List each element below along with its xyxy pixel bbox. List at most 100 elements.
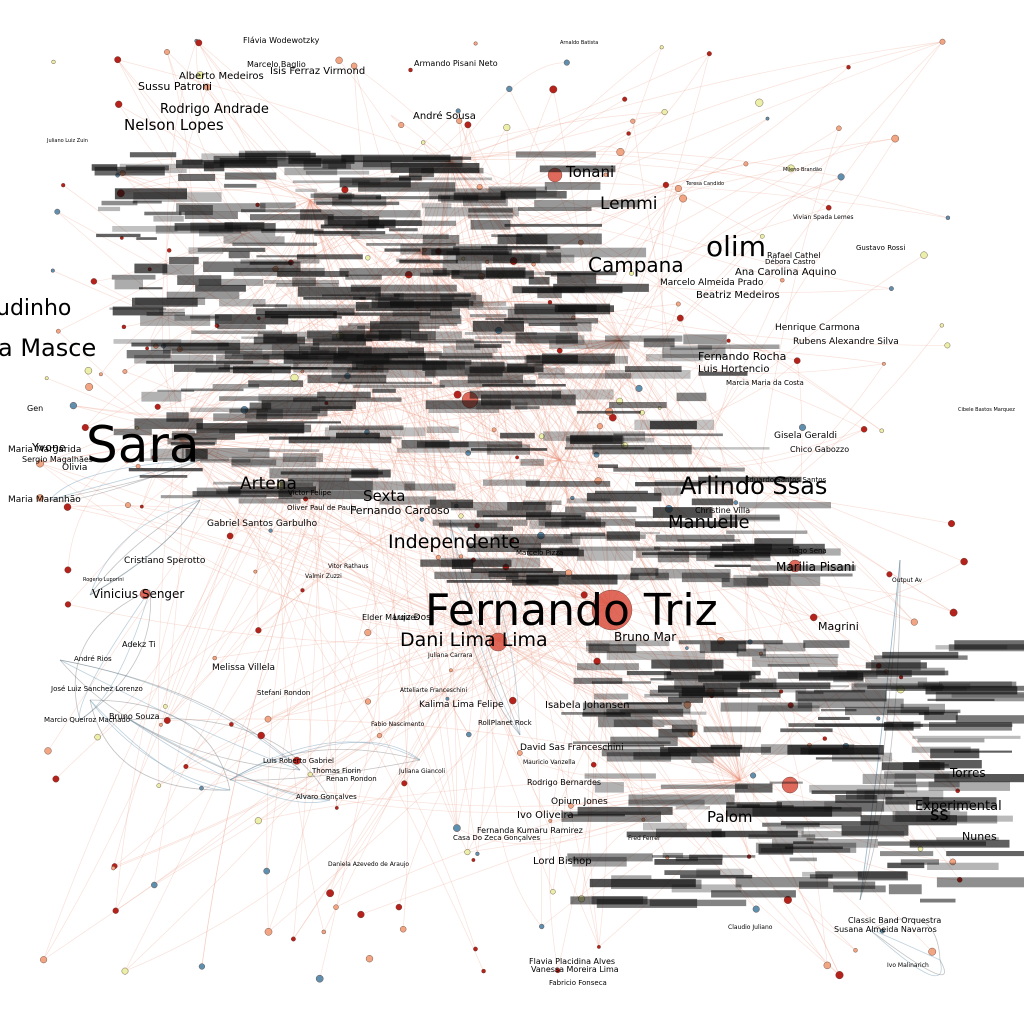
graph-edge — [335, 779, 741, 908]
node-label-juliano: Juliano Luiz Zuin — [46, 138, 88, 144]
graph-node — [750, 772, 757, 779]
graph-edge — [456, 339, 621, 829]
overlapping-label-text — [284, 349, 330, 354]
graph-edge — [258, 779, 741, 822]
graph-edge — [336, 339, 621, 809]
node-label-sexta: Sexta — [363, 487, 405, 505]
overlapping-label-text — [710, 641, 747, 652]
overlapping-label-text — [561, 811, 661, 822]
overlapping-label-text — [924, 711, 958, 721]
overlapping-label-text — [761, 688, 807, 693]
graph-node — [44, 376, 49, 381]
graph-edge — [124, 339, 621, 972]
graph-edge — [89, 499, 201, 596]
node-label-adekz-ti: Adekz Ti — [122, 640, 156, 649]
overlapping-label-text — [163, 343, 240, 354]
graph-edge — [179, 439, 952, 524]
overlapping-label-text — [935, 645, 1008, 650]
graph-edge — [89, 699, 231, 791]
overlapping-label-text — [806, 837, 829, 841]
overlapping-label-text — [296, 254, 363, 260]
overlapping-label-text — [835, 795, 877, 803]
graph-edge — [419, 111, 665, 251]
graph-node — [471, 858, 476, 862]
overlapping-label-text — [464, 332, 537, 335]
graph-edge — [49, 459, 201, 501]
overlapping-label-text — [654, 487, 682, 496]
overlapping-label-text — [605, 335, 683, 342]
overlapping-label-text — [247, 421, 341, 424]
graph-edge — [73, 339, 621, 420]
overlapping-label-text — [577, 806, 673, 815]
overlapping-label-text — [217, 342, 320, 351]
graph-node — [195, 39, 203, 47]
graph-node — [568, 803, 574, 809]
overlapping-label-text — [333, 312, 431, 316]
overlapping-label-text — [392, 309, 431, 317]
graph-edge — [57, 211, 741, 781]
node-label-olim: olim — [706, 230, 766, 263]
overlapping-label-text — [936, 877, 1024, 888]
graph-node — [537, 531, 545, 540]
overlapping-label-text — [628, 794, 735, 805]
graph-edge — [124, 371, 741, 781]
overlapping-label-text — [176, 203, 266, 212]
node-label-atteliarte: Atteliarte Franceschini — [400, 687, 467, 694]
overlapping-label-text — [935, 691, 1024, 702]
overlapping-label-text — [144, 211, 182, 216]
overlapping-label-text — [396, 258, 431, 262]
overlapping-label-text — [577, 663, 639, 671]
graph-node — [860, 426, 868, 433]
overlapping-label-text — [681, 687, 738, 697]
overlapping-label-text — [619, 709, 659, 714]
overlapping-label-text — [763, 642, 806, 652]
overlapping-label-text — [476, 402, 528, 410]
graph-node — [257, 731, 265, 740]
graph-edge — [499, 254, 925, 641]
overlapping-label-text — [482, 384, 566, 387]
node-label-sergio: Sergio Magalhães — [22, 455, 93, 464]
graph-node — [315, 974, 324, 983]
graph-node — [229, 722, 234, 727]
graph-edge — [79, 589, 151, 721]
overlapping-label-text — [420, 272, 450, 277]
overlapping-label-text — [131, 342, 229, 347]
graph-hub-node — [788, 559, 802, 573]
graph-edge — [160, 159, 451, 725]
overlapping-label-text — [689, 854, 723, 860]
overlapping-label-text — [787, 745, 884, 755]
overlapping-label-text — [740, 682, 831, 690]
graph-edge — [619, 339, 865, 430]
graph-node — [622, 96, 628, 102]
overlapping-label-text — [954, 750, 1012, 753]
graph-node — [254, 817, 262, 825]
overlapping-label-text — [438, 194, 479, 202]
overlapping-label-text — [470, 568, 553, 573]
overlapping-label-text — [116, 169, 187, 174]
overlapping-label-text — [912, 735, 1021, 739]
graph-node — [539, 923, 545, 930]
graph-node — [300, 588, 305, 593]
graph-node — [333, 904, 339, 910]
graph-edge — [244, 409, 501, 641]
overlapping-label-text — [269, 436, 331, 440]
graph-node — [84, 367, 93, 375]
overlapping-label-text — [214, 314, 289, 325]
graph-edge — [449, 159, 840, 976]
overlapping-label-text — [345, 274, 382, 280]
graph-edge — [329, 339, 621, 894]
overlapping-label-text — [249, 402, 272, 410]
overlapping-label-text — [442, 262, 482, 274]
graph-edge — [367, 329, 458, 829]
overlapping-label-text — [256, 255, 317, 258]
overlapping-label-text — [934, 774, 1024, 783]
overlapping-label-text — [134, 418, 203, 429]
overlapping-label-text — [784, 846, 843, 850]
overlapping-label-text — [776, 800, 885, 812]
overlapping-label-text — [698, 476, 802, 483]
overlapping-label-text — [213, 155, 267, 164]
overlapping-label-text — [264, 280, 339, 284]
overlapping-label-text — [767, 664, 810, 667]
overlapping-label-text — [821, 709, 857, 712]
